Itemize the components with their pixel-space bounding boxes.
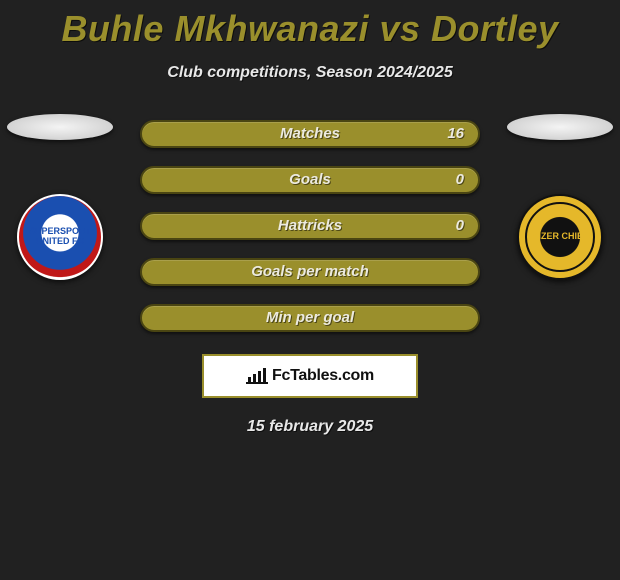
stat-row-hattricks: Hattricks 0 <box>140 212 480 240</box>
stat-hattricks-right: 0 <box>456 214 464 238</box>
stat-row-matches: Matches 16 <box>140 120 480 148</box>
page-subtitle: Club competitions, Season 2024/2025 <box>0 64 620 82</box>
stat-gpm-label: Goals per match <box>251 263 369 280</box>
club-badge-left: SUPERSPORT UNITED FC <box>17 194 103 280</box>
stat-row-goals-per-match: Goals per match <box>140 258 480 286</box>
player-left-avatar-placeholder <box>7 114 113 140</box>
source-site-box: FcTables.com <box>202 354 418 398</box>
player-right-avatar-placeholder <box>507 114 613 140</box>
stat-matches-right: 16 <box>447 122 464 146</box>
stats-list: Matches 16 Goals 0 Hattricks 0 Goals per… <box>140 120 480 332</box>
stat-hattricks-label: Hattricks <box>278 217 342 234</box>
comparison-panel: SUPERSPORT UNITED FC KAIZER CHIEFS Match… <box>0 120 620 436</box>
stat-row-min-per-goal: Min per goal <box>140 304 480 332</box>
club-badge-right: KAIZER CHIEFS <box>517 194 603 280</box>
stat-row-goals: Goals 0 <box>140 166 480 194</box>
stat-goals-label: Goals <box>289 171 331 188</box>
player-right-column: KAIZER CHIEFS <box>500 114 620 280</box>
player-left-column: SUPERSPORT UNITED FC <box>0 114 120 280</box>
stat-mpg-label: Min per goal <box>266 309 354 326</box>
club-badge-left-text: SUPERSPORT UNITED FC <box>25 227 95 247</box>
source-site-label: FcTables.com <box>272 367 374 385</box>
bar-chart-icon <box>246 368 268 384</box>
page-title: Buhle Mkhwanazi vs Dortley <box>0 0 620 50</box>
snapshot-date: 15 february 2025 <box>0 418 620 436</box>
stat-goals-right: 0 <box>456 168 464 192</box>
club-badge-right-text: KAIZER CHIEFS <box>525 232 594 242</box>
stat-matches-label: Matches <box>280 125 340 142</box>
